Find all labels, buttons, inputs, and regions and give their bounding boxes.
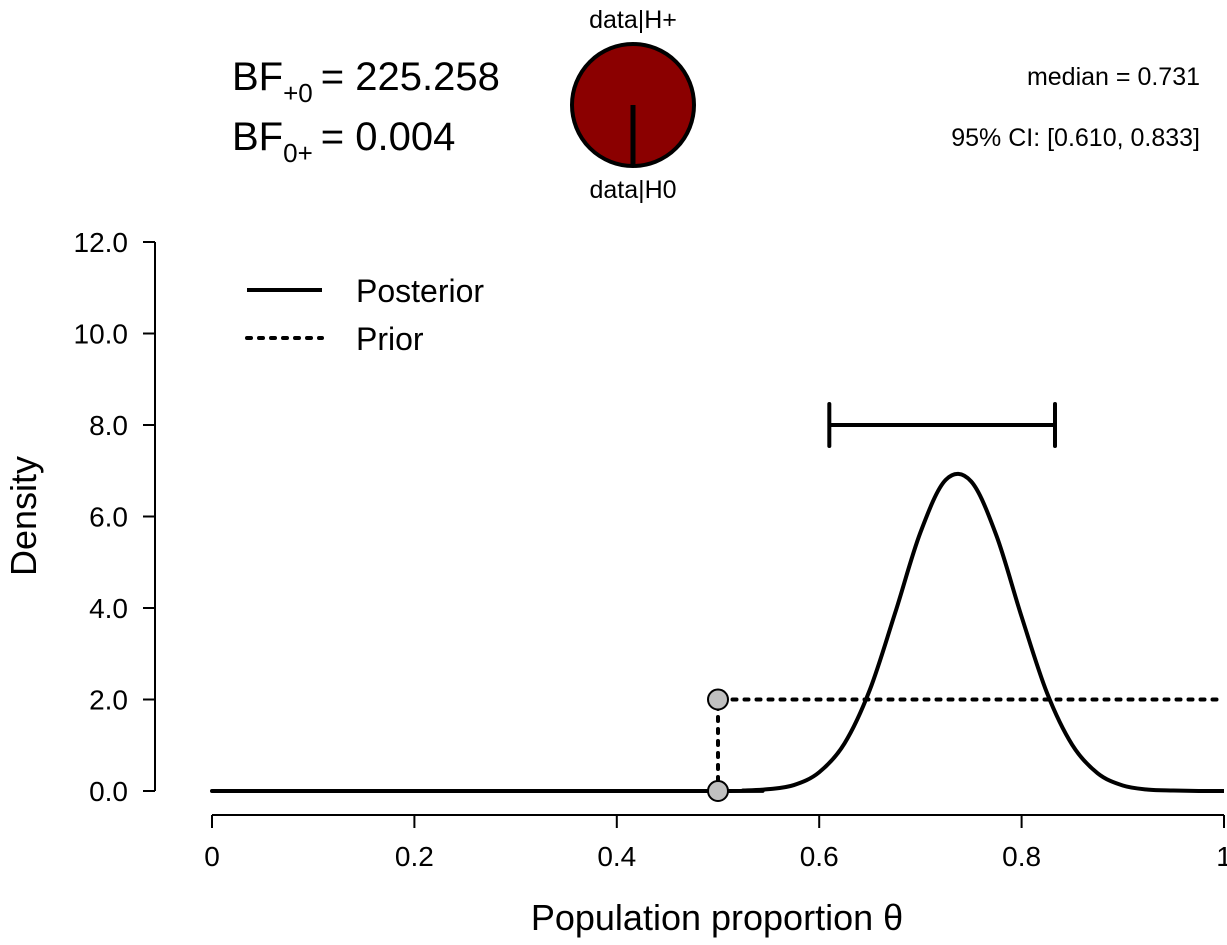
bf01-text: BF0+ = 0.004: [232, 115, 455, 168]
y-tick-label: 4.0: [89, 593, 128, 624]
pie-bottom-label: data|H0: [589, 176, 676, 204]
x-tick-label: 1: [1216, 841, 1227, 872]
x-tick-label: 0.8: [1002, 841, 1041, 872]
prior-posterior-point: [707, 780, 729, 802]
y-axis: 0.0 2.0 4.0 6.0 8.0 10.0 12.0: [74, 227, 156, 807]
posterior-line: [211, 471, 1224, 794]
y-tick-label: 10.0: [74, 319, 129, 350]
pie-top-label: data|H+: [589, 6, 677, 34]
x-axis: 0 0.2 0.4 0.6 0.8 1: [204, 814, 1227, 872]
y-tick-label: 12.0: [74, 227, 129, 258]
x-tick-label: 0.2: [395, 841, 434, 872]
bf10-text: BF+0 = 225.258: [232, 55, 500, 108]
x-axis-title: Population proportion θ: [531, 897, 903, 938]
prior-posterior-point: [707, 688, 729, 711]
y-axis-title: Density: [3, 456, 44, 576]
median-text: median = 0.731: [1027, 63, 1200, 91]
ci-text: 95% CI: [0.610, 0.833]: [951, 124, 1200, 152]
y-tick-label: 8.0: [89, 410, 128, 441]
x-tick-label: 0.4: [597, 841, 636, 872]
legend-prior-label: Prior: [356, 321, 424, 357]
y-tick-label: 0.0: [89, 776, 128, 807]
x-tick-label: 0.6: [800, 841, 839, 872]
x-tick-label: 0: [204, 841, 220, 872]
y-tick-label: 2.0: [89, 685, 128, 716]
legend-posterior-label: Posterior: [356, 273, 484, 309]
y-tick-label: 6.0: [89, 502, 128, 533]
plot-area: [210, 402, 1226, 802]
